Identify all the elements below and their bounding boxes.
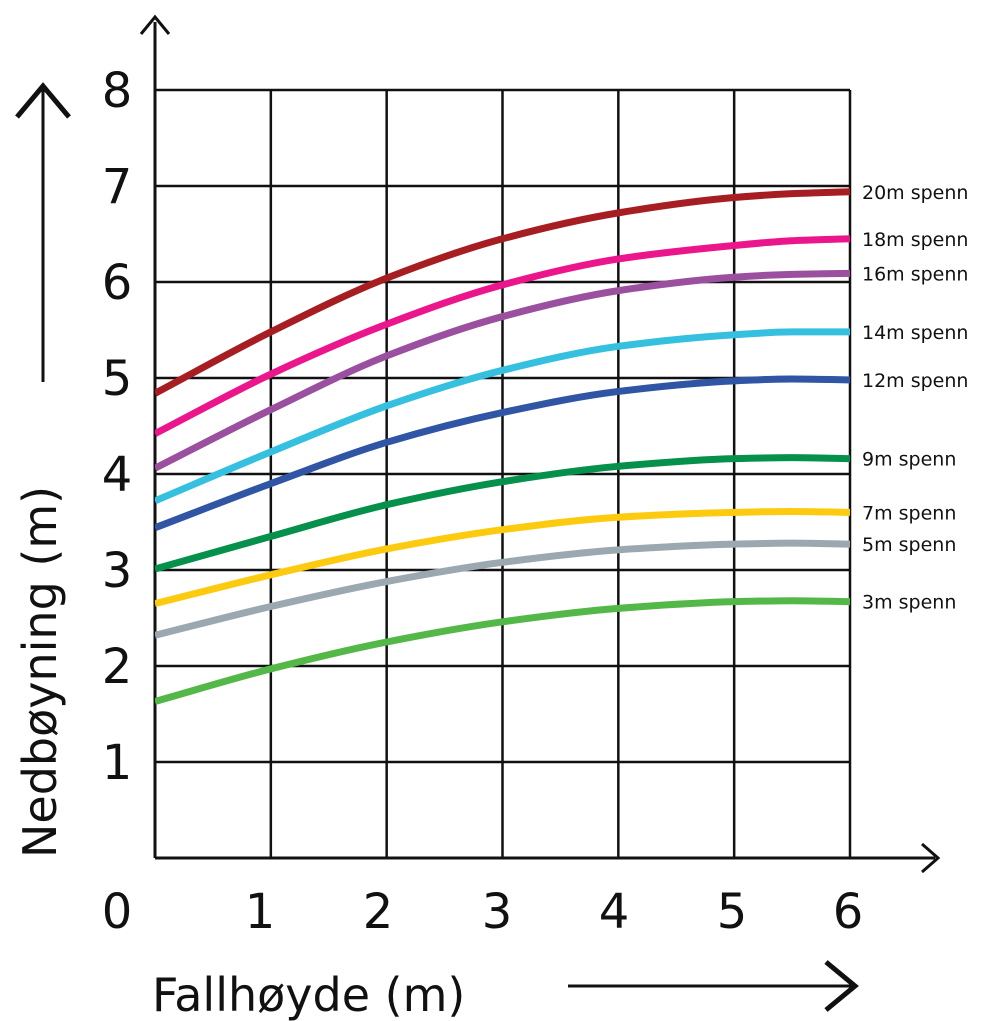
x-tick-label: 5	[717, 884, 748, 940]
series-line-18m-spenn	[155, 235, 851, 437]
series-line-7m-spenn	[155, 507, 851, 607]
series-line-9m-spenn	[155, 454, 851, 573]
y-tick-label: 5	[102, 351, 133, 407]
x-tick-label: 4	[599, 884, 630, 940]
x-tick-label: 1	[245, 884, 276, 940]
series-label-9m-spenn: 9m spenn	[862, 449, 956, 471]
series-line-20m-spenn	[155, 188, 851, 397]
y-axis-arrowhead	[139, 14, 171, 35]
x-tick-label: 3	[482, 884, 513, 940]
series-label-20m-spenn: 20m spenn	[862, 182, 968, 204]
x-tick-label: 2	[363, 884, 394, 940]
y-axis-title: Nedbøyning (m)	[13, 486, 67, 858]
series-label-5m-spenn: 5m spenn	[862, 534, 956, 556]
y-tick-label: 1	[102, 735, 133, 791]
x-tick-label: 0	[102, 884, 133, 940]
series-label-14m-spenn: 14m spenn	[862, 322, 968, 344]
series-label-18m-spenn: 18m spenn	[862, 229, 968, 251]
y-tick-label: 7	[102, 159, 133, 215]
y-direction-arrow	[15, 82, 71, 382]
series-line-3m-spenn	[155, 597, 851, 705]
y-tick-label: 2	[102, 639, 133, 695]
x-tick-label: 6	[833, 884, 864, 940]
series-label-12m-spenn: 12m spenn	[862, 370, 968, 392]
series-line-5m-spenn	[155, 539, 851, 639]
series-line-16m-spenn	[155, 269, 851, 472]
axes	[139, 14, 941, 874]
series-line-14m-spenn	[155, 328, 850, 505]
grid	[155, 88, 852, 858]
series-label-16m-spenn: 16m spenn	[862, 263, 968, 285]
y-tick-label: 3	[102, 543, 133, 599]
x-direction-arrow	[568, 960, 859, 1012]
series-label-3m-spenn: 3m spenn	[862, 592, 956, 614]
series-lines	[155, 188, 851, 705]
x-axis-arrowhead	[921, 842, 941, 874]
series-labels: 20m spenn 18m spenn 16m spenn 14m spenn 12m …	[862, 182, 968, 614]
y-tick-label: 8	[102, 63, 133, 119]
tick-labels: 0 1 2 3 4 5 6 1 2 3 4 5 6 7 8	[102, 63, 864, 940]
y-tick-label: 6	[102, 255, 133, 311]
series-label-7m-spenn: 7m spenn	[862, 502, 956, 524]
x-axis-title: Fallhøyde (m)	[152, 968, 465, 1021]
y-tick-label: 4	[102, 447, 133, 503]
series-line-12m-spenn	[155, 375, 851, 532]
